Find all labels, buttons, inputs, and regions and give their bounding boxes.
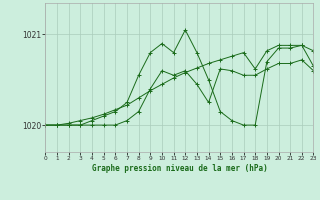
- X-axis label: Graphe pression niveau de la mer (hPa): Graphe pression niveau de la mer (hPa): [92, 164, 267, 173]
